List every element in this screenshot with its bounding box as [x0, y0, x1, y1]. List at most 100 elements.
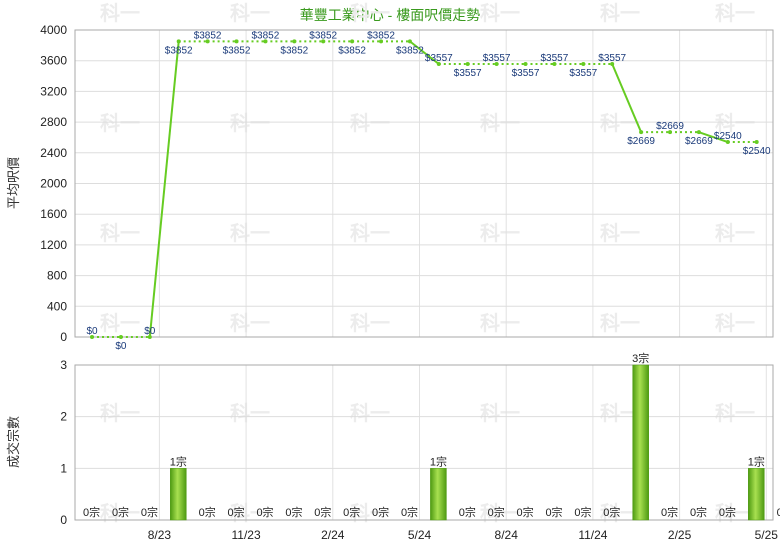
watermark-text: 科一: [350, 1, 390, 25]
y-tick-label: 4000: [40, 23, 67, 37]
line-data-label: $3557: [569, 68, 597, 79]
x-tick-label: 11/24: [578, 528, 607, 542]
watermark-text: 科一: [230, 1, 270, 25]
watermark-text: 科一: [230, 501, 270, 525]
line-data-label: $3852: [251, 30, 279, 41]
line-segment: [148, 41, 180, 338]
line-data-label: $3852: [367, 30, 395, 41]
watermark-text: 科一: [480, 501, 520, 525]
watermark-text: 科一: [350, 221, 390, 245]
bar-data-label: 0宗: [285, 505, 302, 519]
line-data-label: $3852: [223, 45, 251, 56]
line-point: [465, 62, 470, 67]
y-tick-label: 800: [47, 269, 67, 283]
watermark-text: 科一: [100, 501, 140, 525]
line-data-label: $0: [115, 341, 127, 352]
data-labels: 0宗 0宗 0宗 1宗 0宗 0宗 0宗 0宗 0宗 0宗 0宗 0宗 1宗 0宗 0宗 0宗 0宗 0宗 0宗 3宗…: [83, 30, 780, 519]
watermark-text: 科一: [350, 311, 390, 335]
bar-data-label: 1宗: [170, 454, 187, 468]
line-point: [118, 335, 123, 339]
y-tick-label: 400: [47, 299, 67, 313]
bar-data-label: 0宗: [488, 505, 505, 519]
line-data-label: $3852: [194, 30, 222, 41]
y-tick-label: 3200: [40, 84, 67, 98]
line-data-label: $3557: [598, 53, 626, 64]
watermark-text: 科一: [100, 1, 140, 25]
bar-data-label: 0宗: [256, 505, 273, 519]
bar-data-label: 0宗: [517, 505, 534, 519]
line-segment: [611, 63, 643, 133]
line-data-label: $3557: [512, 68, 540, 79]
watermark-text: 科一: [715, 401, 755, 425]
watermark-text: 科一: [350, 111, 390, 135]
line-data-label: $3852: [396, 45, 424, 56]
line-data-label: $2669: [685, 136, 713, 147]
bar: [748, 468, 765, 521]
line-point: [754, 140, 759, 145]
y-tick-label: 1: [60, 461, 67, 475]
bar-data-label: 0宗: [545, 505, 562, 519]
line-data-label: $2669: [627, 136, 655, 147]
y-tick-label: 1600: [40, 207, 67, 221]
y-tick-label: 1200: [40, 238, 67, 252]
watermark-text: 科一: [715, 311, 755, 335]
bottom-y-axis-title: 成交宗數: [6, 416, 21, 468]
watermark-text: 科一: [100, 401, 140, 425]
bar-data-label: 0宗: [83, 505, 100, 519]
x-tick-label: 8/24: [495, 528, 519, 542]
line-segment: [698, 131, 729, 144]
watermark-text: 科一: [600, 311, 640, 335]
y-tick-label: 3: [60, 358, 67, 372]
x-tick-label: 2/25: [668, 528, 692, 542]
line-point: [610, 62, 615, 67]
bar-data-label: 0宗: [141, 505, 158, 519]
line-point: [407, 39, 412, 44]
line-point: [552, 62, 557, 67]
watermark-text: 科一: [480, 111, 520, 135]
watermark-text: 科一: [230, 401, 270, 425]
watermark-text: 科一: [480, 221, 520, 245]
watermark-text: 科一: [230, 221, 270, 245]
y-tick-label: 0: [60, 330, 67, 344]
bar-data-label: 0宗: [314, 505, 331, 519]
bar-data-label: 0宗: [228, 505, 245, 519]
line-data-label: $3557: [540, 53, 568, 64]
line-data-label: $3852: [280, 45, 308, 56]
watermark-text: 科一: [715, 221, 755, 245]
watermark-text: 科一: [350, 501, 390, 525]
line-point: [639, 130, 644, 135]
line-point: [205, 39, 210, 44]
line-data-label: $2540: [714, 131, 742, 142]
y-tick-label: 0: [60, 513, 67, 527]
line-series: [90, 39, 759, 339]
watermark-text: 科一: [600, 221, 640, 245]
bar-data-label: 0宗: [199, 505, 216, 519]
line-point: [263, 39, 268, 44]
line-point: [292, 39, 297, 44]
line-data-label: $3852: [165, 45, 193, 56]
bottom-plot-frame: [74, 364, 774, 521]
line-point: [436, 62, 441, 67]
line-point: [581, 62, 586, 67]
line-data-label: $0: [86, 326, 98, 337]
line-point: [176, 39, 181, 44]
line-point: [494, 62, 499, 67]
y-tick-label: 2800: [40, 115, 67, 129]
bar-data-label: 1宗: [430, 454, 447, 468]
line-segment: [409, 40, 440, 65]
bar-data-label: 1宗: [748, 454, 765, 468]
line-point: [234, 39, 239, 44]
y-tick-label: 2400: [40, 146, 67, 160]
watermark-text: 科一: [350, 401, 390, 425]
bar-data-label: 0宗: [372, 505, 389, 519]
bar: [632, 364, 649, 521]
bar-data-label: 0宗: [690, 505, 707, 519]
top-plot-frame: [74, 29, 774, 338]
line-data-label: $0: [144, 326, 156, 337]
watermark-text: 科一: [100, 111, 140, 135]
bar-data-label: 0宗: [574, 505, 591, 519]
bar-data-label: 0宗: [777, 505, 780, 519]
line-point: [321, 39, 326, 44]
y-tick-label: 3600: [40, 54, 67, 68]
